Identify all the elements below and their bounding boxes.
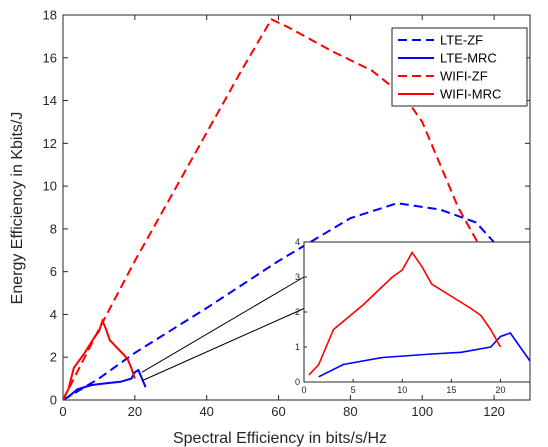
legend: LTE-ZF LTE-MRC WIFI-ZF WIFI-MRC: [391, 27, 528, 107]
legend-entry-wifi-mrc-label: WIFI-MRC: [440, 87, 501, 102]
inset-connector-lines: [141, 276, 305, 382]
y-tick-label: 10: [43, 179, 57, 194]
y-tick-label: 4: [50, 307, 57, 322]
series-wifi-zf-line: [63, 18, 481, 400]
inset-y-tick-label: 0: [295, 377, 300, 387]
series-lte-mrc-line: [63, 368, 147, 400]
inset-x-tick-label: 15: [446, 385, 456, 395]
y-tick-label: 14: [43, 93, 57, 108]
inset-wifi-mrc-line: [308, 250, 502, 376]
x-tick-label: 40: [199, 404, 213, 419]
x-tick-label: 120: [483, 404, 505, 419]
legend-entry-lte-mrc-label: LTE-MRC: [440, 51, 497, 66]
x-axis-label: Spectral Efficiency in bits/s/Hz: [173, 430, 387, 447]
y-tick-label: 2: [50, 350, 57, 365]
inset-y-tick-label: 3: [295, 272, 300, 282]
x-tick-label: 60: [271, 404, 285, 419]
inset-x-tick-label: 10: [397, 385, 407, 395]
inset-x-tick-label: 0: [301, 385, 306, 395]
y-tick-label: 16: [43, 50, 57, 65]
inset-y-tick-label: 2: [295, 307, 300, 317]
y-tick-label: 12: [43, 136, 57, 151]
inset-y-tick-label: 4: [295, 237, 300, 247]
series-lte-zf-line: [63, 202, 530, 400]
inset-x-tick-label: 20: [496, 385, 506, 395]
series-wifi-mrc-line: [63, 318, 136, 397]
inset-x-tick-label: 5: [351, 385, 356, 395]
x-tick-label: 100: [411, 404, 433, 419]
legend-entry-lte-zf-label: LTE-ZF: [440, 33, 483, 48]
y-tick-label: 6: [50, 264, 57, 279]
inset-plot-area: 0 5 10 15 20 0 1 2 3 4: [295, 237, 531, 395]
x-tick-label: 0: [59, 404, 66, 419]
y-axis-label: Energy Efficiency in Kbits/J: [9, 112, 26, 305]
x-tick-label: 80: [343, 404, 357, 419]
inset-y-tick-label: 1: [295, 342, 300, 352]
main-plot-frame: [62, 14, 531, 401]
zoom-connector-upper: [141, 276, 305, 373]
legend-entry-wifi-zf-label: WIFI-ZF: [440, 69, 488, 84]
y-tick-label: 0: [50, 393, 57, 408]
x-tick-label: 20: [128, 404, 142, 419]
y-tick-label: 8: [50, 221, 57, 236]
y-tick-label: 18: [43, 8, 57, 23]
inset-lte-mrc-line: [318, 332, 531, 378]
inset-frame: [303, 241, 531, 383]
zoom-connector-lower: [141, 308, 305, 382]
